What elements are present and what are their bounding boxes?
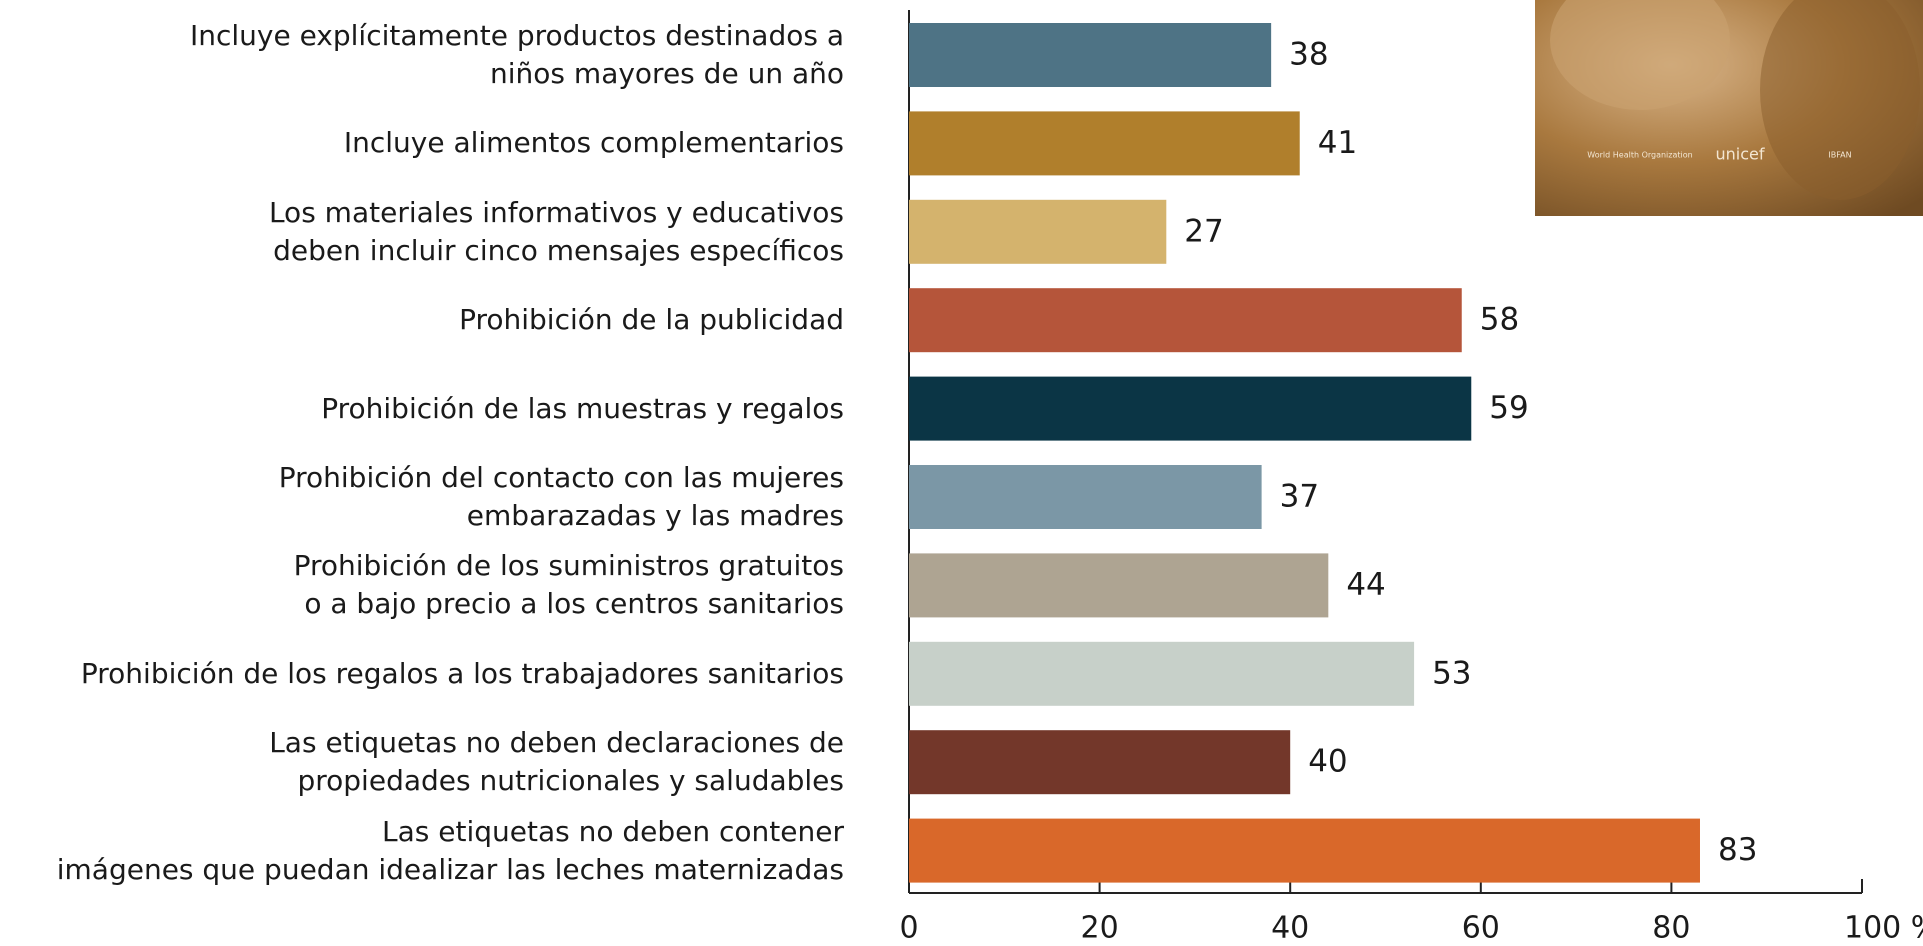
category-label: Incluye explícitamente productos destina…: [4, 17, 844, 93]
x-tick-label: 20: [1081, 911, 1119, 946]
bar: [909, 642, 1414, 706]
inset-photo: [1535, 0, 1923, 216]
value-label: 53: [1432, 655, 1471, 691]
x-tick-label: 60: [1462, 911, 1500, 946]
bar: [909, 465, 1262, 529]
value-label: 83: [1718, 832, 1757, 868]
x-tick-label: 0: [899, 911, 918, 946]
page: {"chart_data": {"type": "bar", "orientat…: [0, 0, 1923, 946]
category-label: Prohibición de las muestras y regalos: [4, 390, 844, 428]
category-label: Prohibición de los suministros gratuitos…: [4, 547, 844, 623]
logo-text: IBFAN: [1828, 151, 1851, 160]
value-label: 27: [1184, 213, 1223, 249]
category-label: Las etiquetas no deben contener imágenes…: [4, 813, 844, 889]
category-label: Prohibición de los regalos a los trabaja…: [4, 655, 844, 693]
bar: [909, 553, 1328, 617]
bar: [909, 819, 1700, 883]
value-label: 41: [1318, 125, 1357, 161]
category-label: Los materiales informativos y educativos…: [4, 194, 844, 270]
x-tick-label: 100 %: [1844, 911, 1923, 946]
category-label: Prohibición del contacto con las mujeres…: [4, 459, 844, 535]
bar: [909, 730, 1290, 794]
category-label: Las etiquetas no deben declaraciones de …: [4, 724, 844, 800]
logo-text: unicef: [1716, 145, 1765, 164]
bar: [909, 23, 1271, 87]
value-label: 40: [1308, 744, 1347, 780]
bar: [909, 200, 1166, 264]
category-label: Prohibición de la publicidad: [4, 301, 844, 339]
value-label: 58: [1480, 302, 1519, 338]
x-tick-label: 80: [1652, 911, 1690, 946]
x-tick-label: 40: [1271, 911, 1309, 946]
page-body: 0 20 40 60 80 100 % 38 41 27 58 59 37 44 53 40 83 World …: [0, 0, 1923, 946]
bar: [909, 377, 1471, 441]
bar: [909, 288, 1462, 352]
value-label: 38: [1289, 37, 1328, 73]
value-label: 59: [1489, 390, 1528, 426]
value-label: 44: [1346, 567, 1385, 603]
bar: [909, 111, 1300, 175]
category-label: Incluye alimentos complementarios: [4, 124, 844, 162]
value-label: 37: [1280, 479, 1319, 515]
logo-text: World Health Organization: [1587, 151, 1692, 160]
